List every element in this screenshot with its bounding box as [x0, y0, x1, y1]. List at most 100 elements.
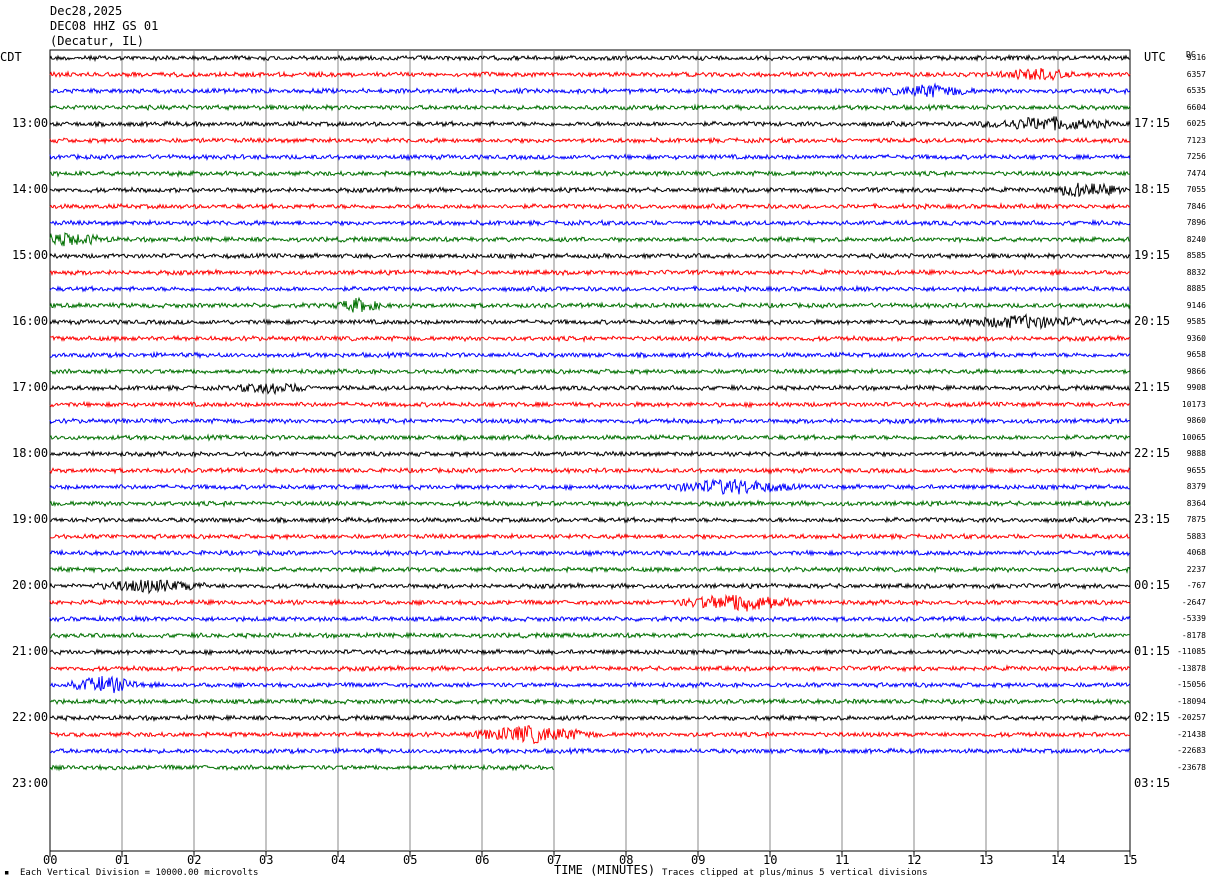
- seismic-trace: [49, 565, 1131, 574]
- seismic-trace: [49, 53, 1130, 63]
- cdt-axis-label: CDT: [0, 50, 22, 64]
- dc-offset-label: 2237: [1186, 564, 1206, 574]
- dc-offset-label: -5339: [1181, 614, 1206, 623]
- scale-note-icon: ▪: [4, 868, 10, 878]
- utc-hour-label: 18:15: [1134, 182, 1171, 196]
- x-tick-label: 07: [547, 853, 562, 867]
- utc-hour-label: 02:15: [1134, 710, 1171, 724]
- dc-offset-label: -15056: [1177, 680, 1206, 689]
- seismic-trace: [49, 153, 1131, 162]
- seismic-trace: [49, 116, 1131, 131]
- seismic-trace: [49, 548, 1131, 558]
- dc-offset-label: 9146: [1186, 300, 1206, 310]
- dc-offset-label: 9658: [1186, 350, 1206, 359]
- seismic-trace: [49, 631, 1131, 640]
- dc-offset-label: 7055: [1186, 185, 1206, 194]
- utc-hour-label: 01:15: [1134, 644, 1171, 658]
- dc-offset-label: -767: [1186, 581, 1206, 590]
- seismic-traces: [49, 53, 1131, 772]
- dc-offset-label: -21438: [1177, 729, 1206, 739]
- clip-note: Traces clipped at plus/minus 5 vertical …: [662, 868, 928, 878]
- seismic-trace: [50, 697, 1131, 706]
- x-tick-label: 10: [763, 853, 778, 867]
- utc-axis-label: UTC: [1144, 50, 1166, 64]
- x-tick-label: 00: [43, 853, 58, 867]
- seismic-trace: [49, 218, 1131, 228]
- seismic-trace: [49, 449, 1131, 459]
- dc-offset-label: 6025: [1186, 119, 1206, 128]
- dc-offset-label: 8379: [1186, 482, 1206, 491]
- x-tick-label: 12: [907, 853, 922, 867]
- seismic-trace: [49, 416, 1131, 426]
- utc-hour-label: 20:15: [1134, 314, 1171, 328]
- dc-offset-label: 7846: [1186, 201, 1206, 211]
- station-location: (Decatur, IL): [50, 34, 144, 48]
- dc-offset-label: -13878: [1177, 663, 1206, 673]
- record-date: Dec28,2025: [50, 4, 123, 18]
- utc-hour-label: 00:15: [1134, 578, 1171, 592]
- seismic-trace: [49, 268, 1131, 277]
- seismic-trace: [49, 725, 1131, 745]
- seismic-trace: [49, 334, 1131, 343]
- seismic-trace: [49, 466, 1131, 475]
- seismic-trace: [49, 433, 1131, 442]
- dc-offset-label: 7474: [1186, 168, 1206, 178]
- plot-frame: [49, 49, 1131, 852]
- scale-note: Each Vertical Division = 10000.00 microv…: [20, 868, 259, 878]
- seismic-trace: [49, 516, 1131, 525]
- seismic-trace: [49, 103, 1131, 112]
- seismic-trace: [49, 400, 1131, 409]
- utc-hour-label: 23:15: [1134, 512, 1171, 526]
- dc-offset-label: 9655: [1186, 465, 1206, 475]
- dc-offset-label: 9908: [1186, 383, 1206, 392]
- cdt-hour-label: 14:00: [12, 182, 49, 196]
- utc-hour-label: 03:15: [1134, 776, 1171, 790]
- cdt-hour-label: 23:00: [12, 776, 49, 790]
- x-tick-label: 11: [835, 853, 850, 867]
- x-tick-label: 05: [403, 853, 418, 867]
- dc-column-label: DC: [1186, 50, 1196, 59]
- dc-offset-label: 7256: [1186, 152, 1206, 161]
- x-tick-label: 04: [331, 853, 346, 867]
- dc-offset-label: 7123: [1186, 135, 1206, 145]
- cdt-hour-label: 16:00: [12, 314, 49, 328]
- x-tick-label: 03: [259, 853, 274, 867]
- cdt-hour-label: 22:00: [12, 710, 49, 724]
- seismic-trace: [49, 136, 1131, 145]
- dc-offset-label: 6535: [1186, 86, 1206, 95]
- dc-offset-label: 8832: [1186, 267, 1206, 277]
- x-axis-ticks: [49, 851, 1131, 857]
- dc-offset-label: 5883: [1186, 531, 1206, 541]
- cdt-hour-label: 13:00: [12, 116, 49, 130]
- utc-hour-label: 21:15: [1134, 380, 1171, 394]
- seismic-trace: [49, 182, 1131, 198]
- seismic-trace: [49, 296, 1131, 313]
- seismic-trace: [49, 675, 1131, 694]
- utc-hour-label: 17:15: [1134, 116, 1171, 130]
- seismic-trace: [49, 614, 1131, 624]
- seismic-trace: [49, 579, 1131, 595]
- dc-offset-label: 6604: [1186, 102, 1206, 112]
- x-tick-label: 09: [691, 853, 706, 867]
- dc-offset-label: 10065: [1181, 432, 1206, 442]
- cdt-hour-label: 18:00: [12, 446, 49, 460]
- dc-offset-label: 7896: [1186, 218, 1206, 227]
- seismic-trace: [49, 350, 1131, 360]
- plot-grid: [49, 49, 1131, 852]
- dc-offset-label: 8585: [1186, 251, 1206, 260]
- dc-offset-label: -2647: [1181, 597, 1206, 607]
- x-tick-label: 02: [187, 853, 202, 867]
- seismic-trace: [49, 82, 1131, 98]
- utc-hour-label: 22:15: [1134, 446, 1171, 460]
- dc-offset-label: -22683: [1177, 746, 1206, 755]
- dc-offset-label: -23678: [1177, 762, 1206, 772]
- x-axis-title: TIME (MINUTES): [554, 863, 656, 877]
- seismic-trace: [49, 478, 1131, 495]
- seismic-trace: [49, 648, 1131, 657]
- dc-offset-label: 7875: [1186, 515, 1206, 524]
- dc-offset-label: 4068: [1186, 548, 1206, 557]
- seismic-trace: [49, 169, 1131, 178]
- seismic-trace: [49, 313, 1131, 331]
- x-tick-label: 14: [1051, 853, 1066, 867]
